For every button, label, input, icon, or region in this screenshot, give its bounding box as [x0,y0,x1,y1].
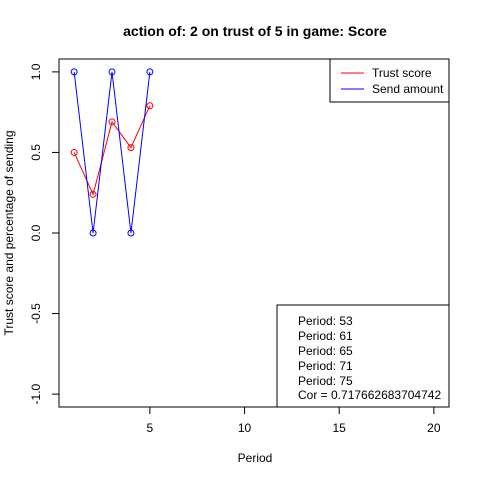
info-line-6: Cor = 0.717662683704742 [298,388,441,402]
info-line-4: Period: 71 [298,359,353,373]
info-line-2: Period: 61 [298,329,353,343]
y-tick-label-3: 0.5 [29,144,43,161]
legend-label-trust-score: Trust score [372,66,432,80]
point-trust-score-4 [127,144,135,152]
series-layer [70,68,154,237]
info-line-5: Period: 75 [298,374,353,388]
info-box: Period: 53 Period: 61 Period: 65 Period:… [276,304,450,408]
point-send-amount-3 [108,68,116,76]
point-trust-score-1 [70,148,78,156]
x-tick-label-5: 5 [147,421,154,435]
y-tick-label-0: -1.0 [29,383,43,404]
info-line-3: Period: 65 [298,344,353,358]
y-axis: -1.0 -0.5 0.0 0.5 1.0 [29,63,60,404]
point-send-amount-2 [89,229,97,237]
x-tick-label-10: 10 [238,421,252,435]
y-tick-label-4: 1.0 [29,63,43,80]
point-send-amount-5 [146,68,154,76]
chart-title: action of: 2 on trust of 5 in game: Scor… [123,23,387,39]
x-axis-label: Period [238,451,273,465]
series-line-send-amount [73,71,151,234]
y-tick-label-1: -0.5 [29,303,43,324]
x-tick-label-20: 20 [427,421,441,435]
y-axis-label: Trust score and percentage of sending [2,130,16,335]
y-tick-label-2: 0.0 [29,224,43,241]
x-ticks: 5 10 15 20 [147,407,441,435]
point-send-amount-1 [70,68,78,76]
point-send-amount-4 [127,229,135,237]
legend-box [329,58,450,103]
x-tick-label-15: 15 [333,421,347,435]
legend: Trust score Send amount [329,58,450,103]
info-line-1: Period: 53 [298,314,353,328]
series-send-amount [70,68,154,237]
point-trust-score-2 [89,190,97,198]
info-box-frame [276,304,450,408]
y-ticks: -1.0 -0.5 0.0 0.5 1.0 [29,63,59,404]
legend-label-send-amount: Send amount [372,82,444,96]
point-trust-score-5 [146,102,154,110]
point-trust-score-3 [108,118,116,126]
